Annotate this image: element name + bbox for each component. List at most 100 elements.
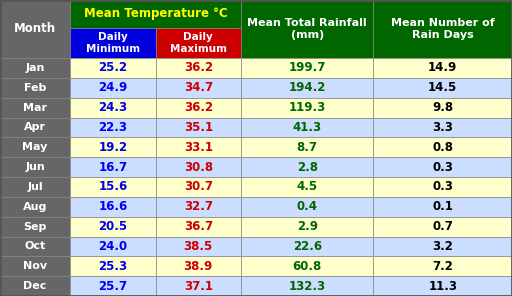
Text: 22.3: 22.3 bbox=[98, 121, 127, 134]
Text: 38.5: 38.5 bbox=[184, 240, 213, 253]
Text: Daily
Maximum: Daily Maximum bbox=[170, 32, 227, 54]
Bar bbox=[0, 217, 70, 237]
Bar bbox=[70, 237, 156, 256]
Bar bbox=[0, 118, 70, 137]
Text: 119.3: 119.3 bbox=[289, 101, 326, 114]
Text: 24.0: 24.0 bbox=[98, 240, 127, 253]
Text: 7.2: 7.2 bbox=[432, 260, 453, 273]
Text: Mean Total Rainfall
(mm): Mean Total Rainfall (mm) bbox=[247, 18, 367, 40]
Bar bbox=[70, 197, 156, 217]
Text: Dec: Dec bbox=[24, 281, 47, 291]
Bar bbox=[70, 28, 156, 58]
Bar bbox=[241, 137, 373, 157]
Text: 15.6: 15.6 bbox=[98, 181, 127, 193]
Bar bbox=[241, 98, 373, 118]
Text: 30.8: 30.8 bbox=[184, 161, 213, 173]
Text: 36.7: 36.7 bbox=[184, 220, 213, 233]
Text: 30.7: 30.7 bbox=[184, 181, 213, 193]
Bar bbox=[373, 157, 512, 177]
Text: Nov: Nov bbox=[23, 261, 47, 271]
Bar bbox=[373, 217, 512, 237]
Text: Sep: Sep bbox=[24, 222, 47, 231]
Bar bbox=[70, 137, 156, 157]
Bar bbox=[0, 78, 70, 98]
Bar bbox=[156, 98, 241, 118]
Bar bbox=[0, 137, 70, 157]
Bar bbox=[70, 217, 156, 237]
Text: 22.6: 22.6 bbox=[293, 240, 322, 253]
Bar bbox=[241, 237, 373, 256]
Text: 24.3: 24.3 bbox=[98, 101, 127, 114]
Text: 60.8: 60.8 bbox=[292, 260, 322, 273]
Bar bbox=[70, 157, 156, 177]
Bar bbox=[373, 118, 512, 137]
Bar bbox=[70, 177, 156, 197]
Text: 24.9: 24.9 bbox=[98, 81, 127, 94]
Text: Mar: Mar bbox=[23, 103, 47, 112]
Text: 36.2: 36.2 bbox=[184, 61, 213, 74]
Text: 0.3: 0.3 bbox=[432, 181, 453, 193]
Bar bbox=[156, 177, 241, 197]
Bar bbox=[156, 58, 241, 78]
Bar bbox=[156, 28, 241, 58]
Bar bbox=[241, 197, 373, 217]
Bar bbox=[0, 256, 70, 276]
Bar bbox=[241, 217, 373, 237]
Bar bbox=[70, 118, 156, 137]
Bar bbox=[156, 237, 241, 256]
Text: Jan: Jan bbox=[26, 63, 45, 73]
Text: 25.2: 25.2 bbox=[98, 61, 127, 74]
Bar bbox=[373, 58, 512, 78]
Text: 132.3: 132.3 bbox=[289, 280, 326, 292]
Text: 199.7: 199.7 bbox=[289, 61, 326, 74]
Text: 8.7: 8.7 bbox=[296, 141, 318, 154]
Text: 32.7: 32.7 bbox=[184, 200, 213, 213]
Bar bbox=[0, 157, 70, 177]
Text: 25.7: 25.7 bbox=[98, 280, 127, 292]
Text: 0.1: 0.1 bbox=[432, 200, 453, 213]
Bar bbox=[70, 0, 241, 28]
Bar bbox=[0, 98, 70, 118]
Text: 35.1: 35.1 bbox=[184, 121, 213, 134]
Bar bbox=[156, 137, 241, 157]
Bar bbox=[241, 276, 373, 296]
Bar bbox=[241, 118, 373, 137]
Text: 14.9: 14.9 bbox=[428, 61, 457, 74]
Text: Mean Number of
Rain Days: Mean Number of Rain Days bbox=[391, 18, 495, 40]
Bar bbox=[0, 177, 70, 197]
Text: 34.7: 34.7 bbox=[184, 81, 213, 94]
Text: Feb: Feb bbox=[24, 83, 46, 93]
Bar bbox=[373, 197, 512, 217]
Text: Month: Month bbox=[14, 22, 56, 36]
Text: 37.1: 37.1 bbox=[184, 280, 213, 292]
Bar bbox=[241, 177, 373, 197]
Bar bbox=[70, 98, 156, 118]
Bar bbox=[0, 197, 70, 217]
Text: 2.9: 2.9 bbox=[296, 220, 318, 233]
Bar bbox=[70, 78, 156, 98]
Text: 41.3: 41.3 bbox=[293, 121, 322, 134]
Bar bbox=[373, 256, 512, 276]
Bar bbox=[70, 276, 156, 296]
Text: Jul: Jul bbox=[27, 182, 43, 192]
Text: Apr: Apr bbox=[24, 123, 46, 132]
Bar bbox=[373, 237, 512, 256]
Text: Aug: Aug bbox=[23, 202, 47, 212]
Text: 4.5: 4.5 bbox=[296, 181, 318, 193]
Bar bbox=[156, 256, 241, 276]
Text: 0.4: 0.4 bbox=[296, 200, 318, 213]
Bar bbox=[241, 58, 373, 78]
Text: 0.8: 0.8 bbox=[432, 141, 453, 154]
Bar bbox=[156, 276, 241, 296]
Bar bbox=[241, 157, 373, 177]
Text: 14.5: 14.5 bbox=[428, 81, 457, 94]
Text: 194.2: 194.2 bbox=[289, 81, 326, 94]
Text: 19.2: 19.2 bbox=[98, 141, 127, 154]
Text: 25.3: 25.3 bbox=[98, 260, 127, 273]
Bar bbox=[373, 98, 512, 118]
Bar bbox=[241, 78, 373, 98]
Bar bbox=[0, 237, 70, 256]
Text: Jun: Jun bbox=[25, 162, 45, 172]
Bar bbox=[156, 157, 241, 177]
Text: 0.7: 0.7 bbox=[432, 220, 453, 233]
